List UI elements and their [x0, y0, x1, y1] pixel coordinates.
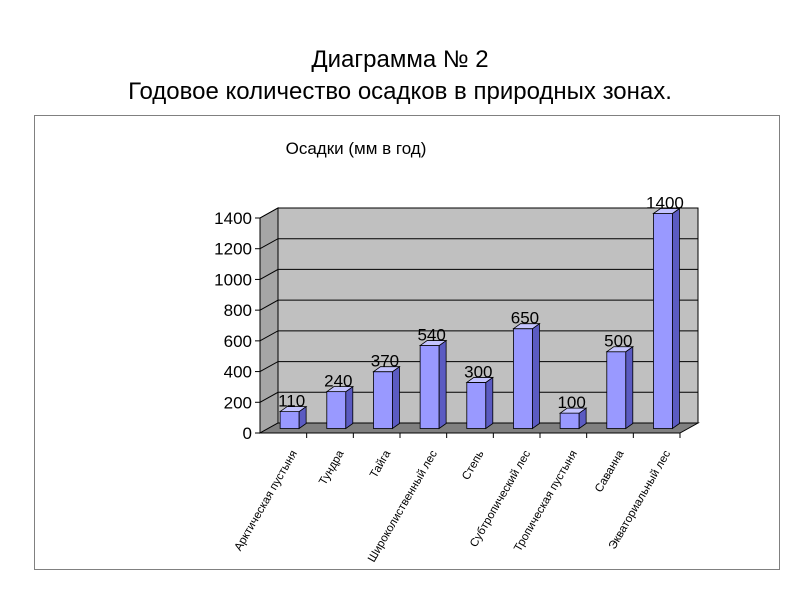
y-tick-label: 400	[224, 363, 252, 382]
y-tick-label: 1200	[214, 240, 252, 259]
bar-side	[532, 322, 540, 430]
gridline	[259, 268, 698, 280]
slide-title-line-1: Диаграмма № 2	[311, 46, 489, 73]
bar-top	[278, 406, 308, 413]
data-label: 540	[417, 326, 445, 345]
gridline	[259, 299, 698, 311]
slide-title: Диаграмма № 2 Годовое количество осадков…	[0, 44, 800, 108]
bar	[653, 213, 673, 429]
bar	[559, 412, 580, 429]
bar-side	[345, 385, 354, 430]
bar-side	[392, 365, 400, 430]
chart-frame: 0 200 400 600 800 1000 1200 1400 Осадки (мм в го…	[34, 115, 780, 570]
bar-top	[558, 407, 588, 414]
data-label: 240	[324, 372, 352, 391]
bar-side	[485, 376, 494, 430]
data-label: 1400	[646, 194, 684, 213]
data-label: 650	[511, 309, 539, 328]
y-tick-label: 0	[243, 424, 252, 443]
side-wall	[259, 207, 279, 434]
category-label: Тайга	[368, 448, 394, 480]
y-tick-label: 1400	[214, 209, 252, 228]
bar	[373, 371, 393, 429]
bar-top	[325, 386, 355, 393]
category-label: Тундра	[317, 448, 347, 487]
bar	[466, 382, 487, 429]
bar-side	[672, 207, 680, 430]
y-tick-label: 800	[224, 301, 252, 320]
bar	[326, 391, 347, 429]
category-label: Степь	[460, 448, 486, 482]
bar-top	[372, 366, 401, 373]
y-tick-label: 600	[224, 332, 252, 351]
bar-top	[652, 208, 681, 214]
bar-top	[605, 346, 635, 353]
bar	[513, 328, 533, 429]
bar	[606, 351, 627, 429]
chart-title: Осадки (мм в год)	[286, 139, 427, 158]
gridline	[259, 330, 698, 342]
data-label: 500	[604, 332, 632, 351]
data-label: 110	[278, 392, 305, 411]
bar	[279, 411, 300, 429]
data-label: 100	[557, 393, 585, 412]
gridline	[259, 238, 698, 250]
bar-top	[512, 323, 541, 330]
bar-side	[438, 339, 447, 430]
data-label: 370	[371, 352, 399, 371]
bar	[419, 345, 440, 429]
y-tick-label: 1000	[214, 270, 252, 289]
slide-title-line-2: Годовое количество осадков в природных з…	[128, 78, 672, 105]
category-label: Саванна	[593, 448, 627, 495]
bar-top	[418, 340, 448, 346]
gridline	[259, 207, 698, 219]
gridline	[259, 391, 698, 403]
bar-top	[465, 377, 495, 383]
category-label: Арктическая пустыня	[233, 449, 300, 554]
y-tick-label: 200	[224, 393, 252, 412]
bar-side	[625, 345, 634, 430]
data-label: 300	[464, 362, 492, 381]
gridline	[259, 361, 698, 373]
precipitation-chart: 0 200 400 600 800 1000 1200 1400 Осадки (мм в го…	[214, 139, 700, 565]
